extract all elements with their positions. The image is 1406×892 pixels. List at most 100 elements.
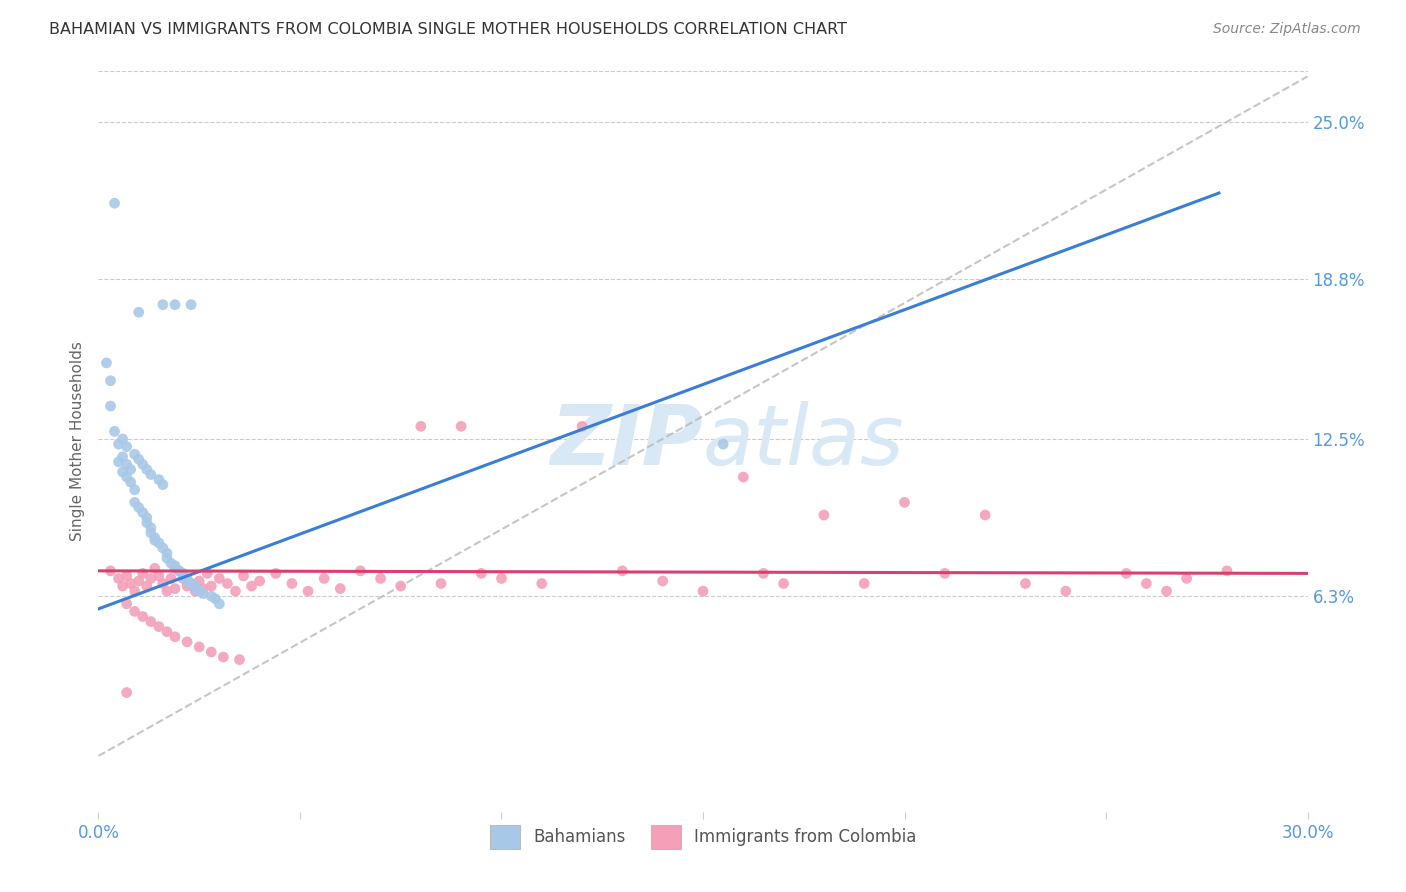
Point — [160, 556, 183, 570]
Point — [152, 576, 174, 591]
Point — [132, 458, 155, 472]
Point — [111, 432, 134, 446]
Point — [115, 685, 138, 699]
Point — [188, 640, 211, 654]
Point — [240, 579, 263, 593]
Point — [111, 579, 134, 593]
Point — [132, 506, 155, 520]
Point — [184, 582, 207, 596]
Point — [163, 561, 186, 575]
Point — [752, 566, 775, 581]
Point — [314, 571, 336, 585]
Point — [571, 419, 593, 434]
Point — [172, 569, 194, 583]
Point — [193, 587, 215, 601]
Point — [188, 574, 211, 588]
Text: Source: ZipAtlas.com: Source: ZipAtlas.com — [1213, 22, 1361, 37]
Point — [128, 305, 150, 319]
Point — [172, 566, 194, 581]
Point — [107, 455, 129, 469]
Point — [491, 571, 513, 585]
Point — [450, 419, 472, 434]
Point — [115, 597, 138, 611]
Point — [1156, 584, 1178, 599]
Point — [148, 536, 170, 550]
Point — [470, 566, 492, 581]
Point — [163, 298, 186, 312]
Point — [124, 483, 146, 497]
Point — [124, 447, 146, 461]
Point — [148, 473, 170, 487]
Point — [167, 564, 190, 578]
Point — [180, 576, 202, 591]
Point — [772, 576, 794, 591]
Point — [208, 571, 231, 585]
Point — [124, 604, 146, 618]
Point — [156, 551, 179, 566]
Point — [184, 579, 207, 593]
Y-axis label: Single Mother Households: Single Mother Households — [70, 342, 86, 541]
Point — [180, 576, 202, 591]
Point — [115, 440, 138, 454]
Point — [96, 356, 118, 370]
Point — [163, 630, 186, 644]
Point — [281, 576, 304, 591]
Point — [152, 477, 174, 491]
Point — [176, 635, 198, 649]
Point — [297, 584, 319, 599]
Point — [1216, 564, 1239, 578]
Point — [100, 564, 122, 578]
Point — [180, 298, 202, 312]
Point — [853, 576, 876, 591]
Point — [156, 584, 179, 599]
Point — [139, 521, 162, 535]
Point — [148, 620, 170, 634]
Point — [111, 450, 134, 464]
Point — [208, 597, 231, 611]
Point — [974, 508, 997, 522]
Point — [184, 584, 207, 599]
Point — [103, 196, 125, 211]
Point — [115, 470, 138, 484]
Point — [163, 558, 186, 573]
Point — [103, 425, 125, 439]
Point — [128, 452, 150, 467]
Point — [100, 374, 122, 388]
Point — [152, 541, 174, 555]
Point — [132, 609, 155, 624]
Point — [120, 462, 142, 476]
Point — [100, 399, 122, 413]
Point — [115, 569, 138, 583]
Point — [1054, 584, 1077, 599]
Point — [200, 645, 222, 659]
Point — [370, 571, 392, 585]
Point — [152, 298, 174, 312]
Point — [195, 566, 218, 581]
Point — [430, 576, 453, 591]
Text: atlas: atlas — [703, 401, 904, 482]
Point — [148, 569, 170, 583]
Point — [530, 576, 553, 591]
Point — [389, 579, 412, 593]
Point — [139, 571, 162, 585]
Point — [120, 475, 142, 489]
Point — [176, 579, 198, 593]
Text: ZIP: ZIP — [550, 401, 703, 482]
Point — [156, 624, 179, 639]
Point — [160, 571, 183, 585]
Point — [135, 579, 157, 593]
Point — [172, 571, 194, 585]
Point — [120, 576, 142, 591]
Point — [176, 571, 198, 585]
Point — [128, 574, 150, 588]
Point — [1175, 571, 1198, 585]
Point — [204, 591, 226, 606]
Point — [163, 582, 186, 596]
Point — [139, 467, 162, 482]
Point — [135, 516, 157, 530]
Point — [139, 615, 162, 629]
Point — [692, 584, 714, 599]
Point — [139, 525, 162, 540]
Point — [200, 589, 222, 603]
Point — [329, 582, 352, 596]
